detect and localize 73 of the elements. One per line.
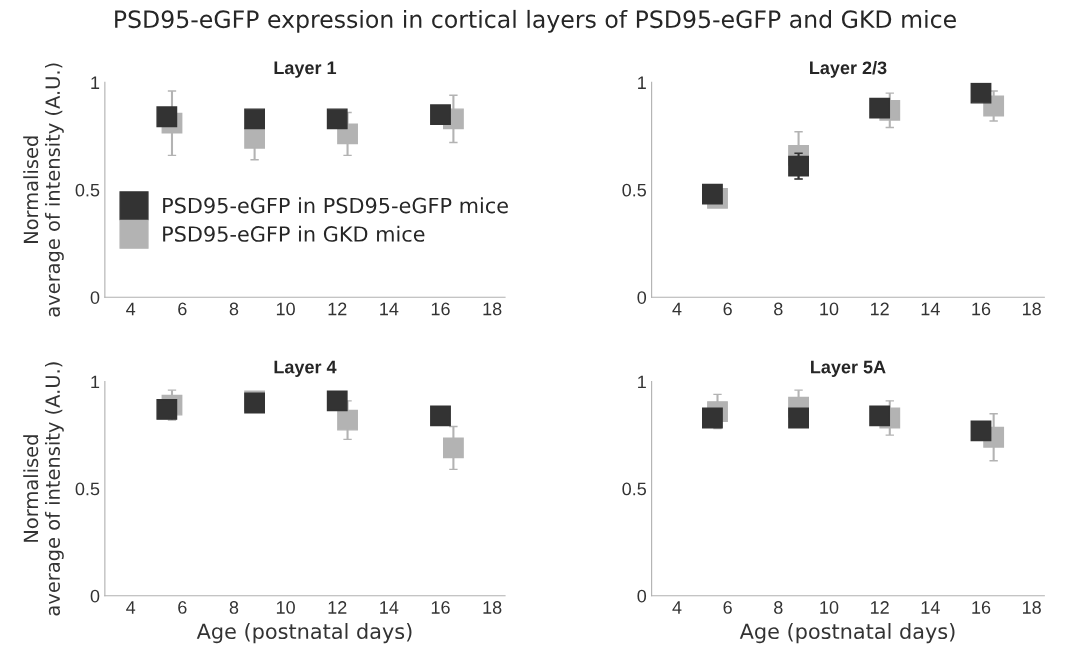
x-tick-label: 6 xyxy=(723,302,732,316)
x-tick-label: 10 xyxy=(276,302,295,316)
point xyxy=(970,420,992,442)
point xyxy=(326,390,348,412)
x-tick-label: 18 xyxy=(1022,302,1041,316)
point xyxy=(156,398,178,420)
chart-title: Layer 4 xyxy=(274,360,337,377)
x-tick-label: 12 xyxy=(328,601,347,614)
chart-title: Layer 5A xyxy=(811,360,886,377)
point xyxy=(869,405,891,427)
text: PSD95-eGFP expression in cortical layers of PSD95-eGFP and GKD mice xyxy=(115,9,956,33)
x-tick-label: 8 xyxy=(229,302,239,316)
chart-title: Layer 1 xyxy=(274,61,337,78)
x-tick-label: 12 xyxy=(870,601,889,614)
y-tick-label: 1 xyxy=(91,375,100,389)
y-tick-label: 0.5 xyxy=(622,482,647,496)
x-tick-label: 16 xyxy=(972,302,991,316)
x-tick-label: 12 xyxy=(328,302,347,316)
point xyxy=(244,127,266,149)
point xyxy=(156,106,178,128)
point xyxy=(430,104,451,126)
y-tick-label: 1 xyxy=(638,76,646,89)
x-tick-label: 18 xyxy=(483,302,502,316)
x-tick-label: 14 xyxy=(380,302,399,316)
point xyxy=(788,407,809,429)
x-tick-label: 16 xyxy=(431,302,450,316)
x-tick-label: 8 xyxy=(774,601,783,614)
point xyxy=(430,405,451,427)
y-tick-label: 0.5 xyxy=(75,183,100,197)
x-tick-label: 14 xyxy=(380,601,399,614)
y-tick-label: 0 xyxy=(637,589,647,603)
point xyxy=(442,437,464,459)
y-tick-label: 0.5 xyxy=(622,183,647,197)
y-axis-title: Normalised average of intensity (A.U.) xyxy=(23,63,64,317)
point xyxy=(970,82,992,104)
x-tick-label: 6 xyxy=(723,601,732,614)
x-tick-label: 8 xyxy=(229,601,239,614)
chart-title: Layer 2/3 xyxy=(810,60,887,78)
x-tick-label: 18 xyxy=(1022,601,1041,614)
x-tick-label: 6 xyxy=(178,601,187,614)
x-tick-label: 4 xyxy=(126,302,136,316)
x-tick-label: 12 xyxy=(870,302,889,316)
y-tick-label: 0.5 xyxy=(75,482,100,496)
legend-label: PSD95-eGFP in PSD95-eGFP mice xyxy=(163,197,508,214)
x-tick-label: 4 xyxy=(126,601,136,614)
point xyxy=(788,155,809,177)
x-axis-title: Age (postnatal days) xyxy=(739,622,955,644)
y-axis-title: Normalised average of intensity (A.U.) xyxy=(23,362,64,616)
point xyxy=(702,183,723,205)
y-tick-label: 1 xyxy=(638,375,646,389)
point xyxy=(326,108,348,130)
point xyxy=(702,407,723,429)
y-tick-label: 0 xyxy=(90,291,100,304)
x-tick-label: 10 xyxy=(276,601,295,614)
y-tick-label: 0 xyxy=(637,291,647,304)
x-tick-label: 10 xyxy=(820,302,839,316)
x-tick-label: 18 xyxy=(483,601,502,614)
x-tick-label: 10 xyxy=(820,601,839,614)
x-tick-label: 8 xyxy=(774,302,783,316)
x-tick-label: 4 xyxy=(672,302,682,316)
y-tick-label: 0 xyxy=(90,589,100,603)
x-tick-label: 4 xyxy=(672,601,682,614)
legend-label: PSD95-eGFP in GKD mice xyxy=(163,225,425,242)
x-tick-label: 16 xyxy=(431,601,450,614)
y-tick-label: 1 xyxy=(91,76,100,89)
point xyxy=(244,108,266,130)
x-tick-label: 6 xyxy=(178,302,187,316)
x-tick-label: 16 xyxy=(972,601,991,614)
x-tick-label: 14 xyxy=(921,302,940,316)
point xyxy=(337,409,358,431)
x-tick-label: 14 xyxy=(921,601,940,614)
x-axis-title: Age (postnatal days) xyxy=(196,622,412,644)
point xyxy=(869,97,891,119)
